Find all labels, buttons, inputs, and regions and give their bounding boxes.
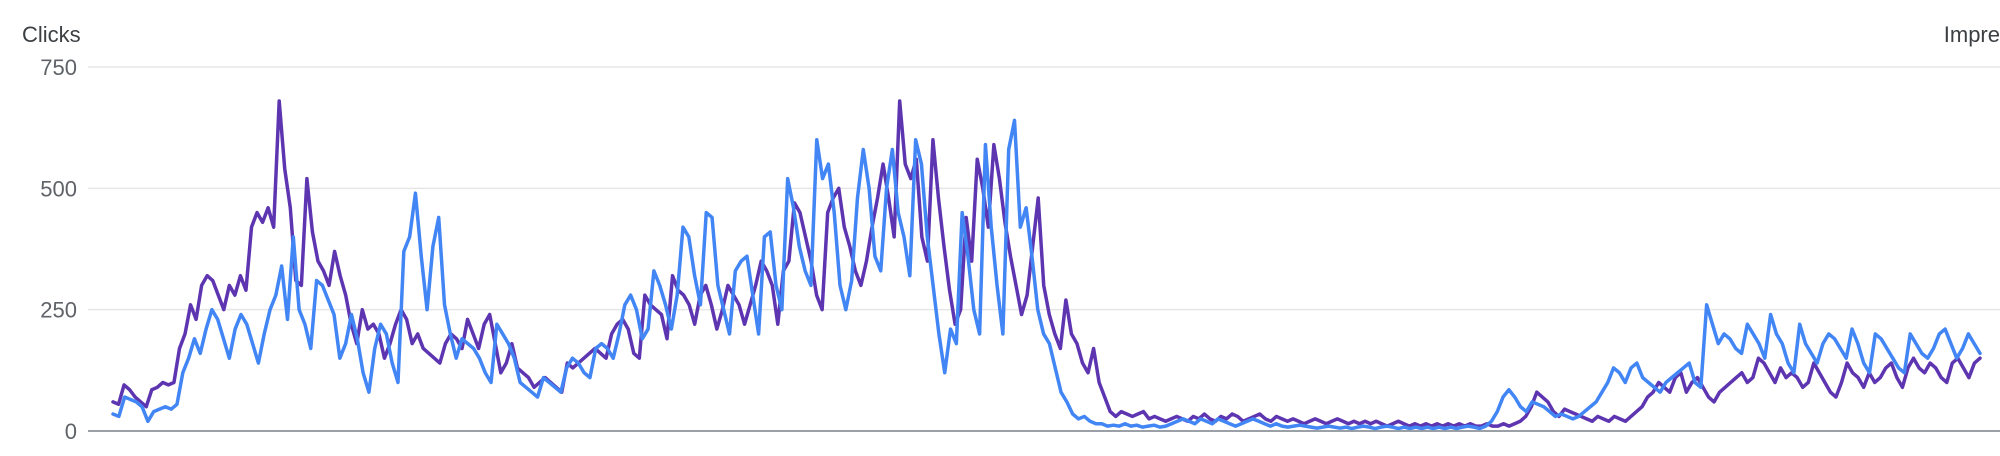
clicks-series-line <box>111 99 1982 428</box>
y-tick-label: 500 <box>40 176 77 201</box>
y-tick-label: 0 <box>65 419 77 444</box>
y-axis-ticks: 0 250 500 750 <box>40 55 77 444</box>
gridlines <box>88 66 2000 432</box>
y-tick-label: 750 <box>40 55 77 80</box>
series-lines <box>111 99 1982 431</box>
impressions-series-line <box>111 118 1982 431</box>
secondary-y-axis-title: Impre <box>1944 22 2000 47</box>
y-tick-label: 250 <box>40 298 77 323</box>
y-axis-title: Clicks <box>22 22 81 47</box>
